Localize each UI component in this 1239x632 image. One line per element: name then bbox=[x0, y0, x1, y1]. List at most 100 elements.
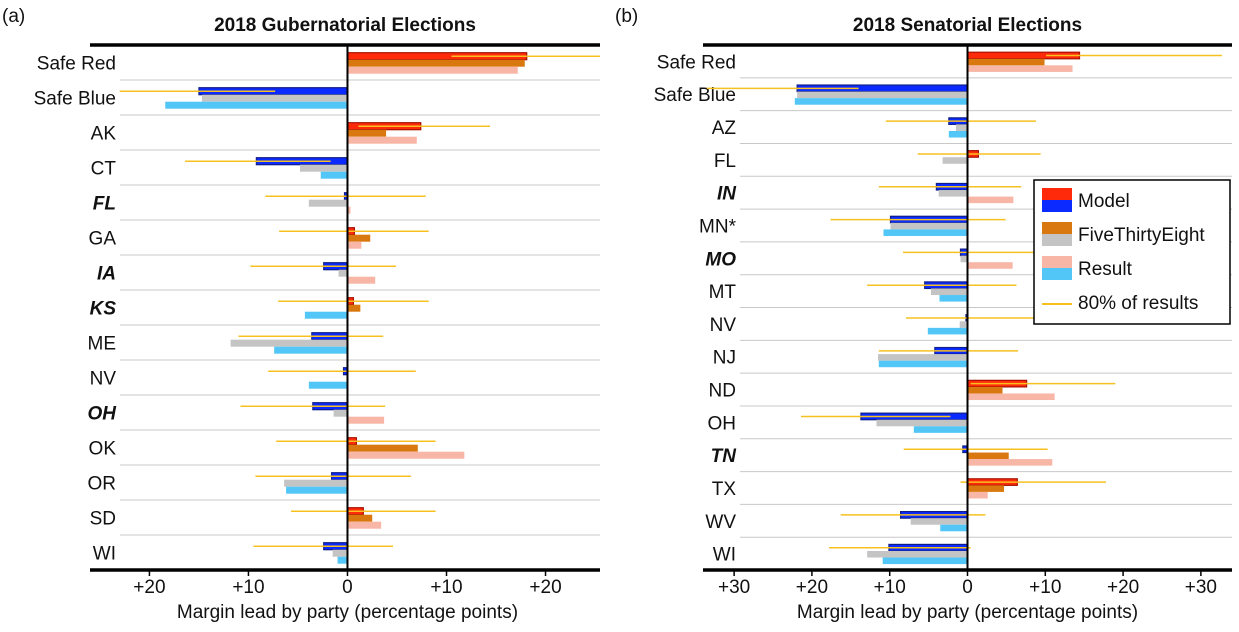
fivethirtyeight-bar bbox=[332, 549, 348, 557]
fivethirtyeight-bar bbox=[797, 91, 968, 99]
fivethirtyeight-bar bbox=[938, 190, 968, 197]
category-label: SD bbox=[90, 509, 116, 530]
category-label: WI bbox=[93, 544, 116, 565]
category-label: FL bbox=[714, 151, 736, 172]
result-bar bbox=[347, 241, 362, 249]
legend-swatch bbox=[1042, 234, 1072, 246]
legend-label: Result bbox=[1078, 259, 1133, 280]
fivethirtyeight-bar bbox=[347, 234, 371, 242]
result-bar bbox=[940, 524, 968, 532]
model-bar bbox=[347, 52, 527, 60]
fivethirtyeight-bar bbox=[347, 304, 361, 312]
legend-label: FiveThirtyEight bbox=[1078, 225, 1205, 246]
x-tick-label: +30 bbox=[1185, 577, 1217, 598]
category-label: Safe Blue bbox=[654, 85, 736, 106]
result-bar bbox=[165, 101, 348, 109]
legend-swatch bbox=[1042, 268, 1072, 280]
result-bar bbox=[308, 381, 348, 389]
result-bar bbox=[347, 66, 518, 74]
x-tick-label: +10 bbox=[430, 577, 462, 598]
fivethirtyeight-bar bbox=[967, 58, 1045, 66]
x-tick-label: +20 bbox=[529, 577, 561, 598]
result-bar bbox=[967, 262, 1013, 269]
x-axis-label: Margin lead by party (percentage points) bbox=[797, 602, 1138, 623]
category-label: WV bbox=[705, 512, 736, 533]
fivethirtyeight-bar bbox=[967, 452, 1009, 460]
result-bar bbox=[347, 136, 417, 144]
category-label: MT bbox=[709, 282, 737, 303]
result-bar bbox=[927, 327, 968, 335]
category-label: AK bbox=[91, 124, 117, 145]
chart-title: 2018 Gubernatorial Elections bbox=[214, 15, 476, 36]
x-tick-label: 0 bbox=[962, 577, 973, 598]
category-label: TN bbox=[711, 446, 738, 467]
fivethirtyeight-bar bbox=[230, 339, 348, 347]
category-label: NV bbox=[710, 315, 737, 336]
fivethirtyeight-bar bbox=[955, 124, 968, 131]
category-label: TX bbox=[712, 479, 737, 500]
model-bar bbox=[797, 85, 968, 92]
result-bar bbox=[347, 521, 382, 529]
legend-swatch bbox=[1042, 188, 1072, 200]
result-bar bbox=[967, 393, 1055, 401]
x-tick-label: +20 bbox=[796, 577, 828, 598]
category-label: FL bbox=[93, 194, 116, 215]
fivethirtyeight-bar bbox=[347, 129, 387, 137]
fivethirtyeight-bar bbox=[967, 386, 1003, 394]
legend-swatch bbox=[1042, 222, 1072, 234]
result-bar bbox=[967, 65, 1073, 72]
result-bar bbox=[939, 295, 968, 302]
fivethirtyeight-bar bbox=[910, 518, 968, 525]
x-tick-label: +20 bbox=[133, 577, 165, 598]
x-tick-label: +30 bbox=[718, 577, 750, 598]
category-label: ME bbox=[88, 334, 117, 355]
category-label: MN* bbox=[699, 216, 737, 237]
fivethirtyeight-bar bbox=[960, 255, 968, 263]
model-bar bbox=[967, 52, 1080, 59]
fivethirtyeight-bar bbox=[347, 444, 418, 452]
category-label: Safe Red bbox=[37, 54, 116, 75]
result-bar bbox=[274, 346, 348, 354]
result-bar bbox=[967, 459, 1053, 466]
result-bar bbox=[967, 196, 1014, 204]
legend-swatch bbox=[1042, 256, 1072, 268]
category-label: GA bbox=[89, 229, 117, 250]
result-bar bbox=[967, 491, 988, 499]
fivethirtyeight-bar bbox=[347, 59, 525, 67]
result-bar bbox=[794, 98, 968, 105]
category-label: OH bbox=[88, 404, 118, 425]
result-bar bbox=[347, 416, 385, 424]
result-bar bbox=[913, 426, 968, 433]
x-axis-label: Margin lead by party (percentage points) bbox=[177, 602, 518, 623]
category-label: OR bbox=[88, 474, 117, 495]
result-bar bbox=[878, 360, 968, 368]
fivethirtyeight-bar bbox=[284, 479, 348, 487]
legend-label: Model bbox=[1078, 191, 1130, 212]
x-tick-label: +10 bbox=[232, 577, 264, 598]
fivethirtyeight-bar bbox=[347, 514, 373, 522]
fivethirtyeight-bar bbox=[930, 288, 968, 296]
category-label: KS bbox=[90, 299, 117, 320]
fivethirtyeight-bar bbox=[333, 409, 348, 417]
category-label: ND bbox=[709, 381, 736, 402]
legend-swatch bbox=[1042, 200, 1072, 212]
panel-label: (b) bbox=[615, 6, 638, 27]
fivethirtyeight-bar bbox=[890, 222, 968, 230]
category-label: Safe Blue bbox=[34, 89, 116, 110]
result-bar bbox=[948, 130, 968, 138]
fivethirtyeight-bar bbox=[959, 321, 968, 328]
fivethirtyeight-bar bbox=[876, 419, 968, 427]
x-tick-label: +10 bbox=[1029, 577, 1061, 598]
fivethirtyeight-bar bbox=[338, 269, 348, 277]
fivethirtyeight-bar bbox=[942, 157, 968, 164]
category-label: NV bbox=[90, 369, 117, 390]
result-bar bbox=[320, 171, 348, 179]
category-label: MO bbox=[705, 249, 736, 270]
fivethirtyeight-bar bbox=[967, 485, 1005, 492]
x-tick-label: +10 bbox=[874, 577, 906, 598]
result-bar bbox=[883, 229, 968, 236]
x-tick-label: 0 bbox=[342, 577, 353, 598]
category-label: CT bbox=[91, 159, 117, 180]
chart-title: 2018 Senatorial Elections bbox=[853, 15, 1082, 36]
